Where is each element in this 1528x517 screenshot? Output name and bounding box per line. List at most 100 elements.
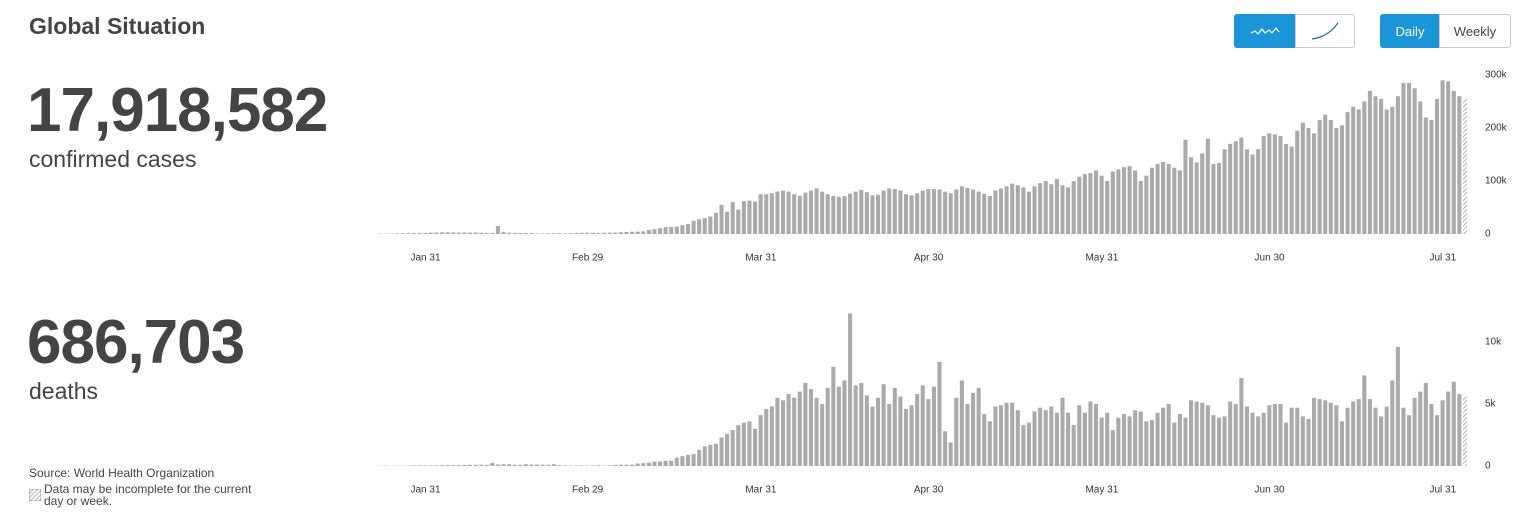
- bar: [1451, 90, 1456, 235]
- bar: [1256, 416, 1261, 466]
- bar: [1093, 404, 1099, 466]
- chart-style-cumulative[interactable]: [1295, 14, 1355, 48]
- bar: [1060, 185, 1065, 234]
- bar: [903, 408, 909, 466]
- bar: [853, 385, 858, 466]
- bar: [1311, 397, 1317, 466]
- x-tick-label: May 31: [1085, 485, 1118, 496]
- bar: [467, 464, 473, 466]
- bar: [523, 233, 528, 234]
- bar: [501, 232, 506, 234]
- bar: [1026, 422, 1031, 466]
- bar: [1138, 411, 1143, 466]
- bar: [993, 190, 998, 234]
- bar: [1362, 101, 1367, 234]
- bar: [903, 194, 909, 234]
- bar: [1395, 96, 1400, 234]
- bar: [451, 465, 456, 466]
- bar: [400, 233, 405, 234]
- bar: [1216, 162, 1222, 234]
- bar: [439, 465, 445, 466]
- bar: [842, 380, 847, 466]
- bar: [641, 231, 646, 234]
- bar: [691, 454, 696, 466]
- bar: [1289, 146, 1294, 234]
- chart-style-daily[interactable]: [1234, 14, 1296, 48]
- bar: [1351, 401, 1356, 466]
- bar: [562, 233, 568, 234]
- bar: [713, 443, 718, 466]
- bar: [596, 232, 601, 234]
- bar: [1462, 396, 1467, 466]
- bar: [814, 188, 819, 234]
- bar: [1110, 430, 1115, 466]
- bar: [1038, 407, 1043, 466]
- bar: [1239, 377, 1244, 466]
- bar: [1339, 421, 1345, 466]
- bar: [507, 464, 512, 466]
- bar: [1306, 418, 1311, 466]
- bar: [417, 232, 422, 234]
- bar: [870, 195, 875, 234]
- bar: [574, 465, 579, 466]
- bar: [1189, 400, 1194, 466]
- bar: [786, 191, 791, 234]
- bar: [462, 464, 467, 466]
- bar: [747, 200, 752, 234]
- bar: [423, 465, 428, 466]
- bar: [1222, 416, 1227, 466]
- bar: [702, 218, 707, 234]
- daily-button[interactable]: Daily: [1380, 14, 1440, 48]
- bar: [451, 232, 456, 234]
- bar: [730, 430, 735, 466]
- bar: [1105, 181, 1110, 234]
- bar: [1300, 416, 1305, 466]
- bar: [848, 193, 853, 234]
- bar: [943, 431, 948, 466]
- x-tick-label: May 31: [1085, 253, 1118, 264]
- bar: [1367, 399, 1372, 466]
- bar: [859, 190, 864, 234]
- bar: [1121, 167, 1127, 234]
- bar: [602, 232, 607, 234]
- bar: [820, 191, 825, 234]
- bar: [395, 233, 400, 234]
- bar: [1177, 413, 1182, 466]
- bar: [663, 227, 668, 234]
- bar: [1144, 175, 1149, 234]
- bar: [1451, 381, 1456, 466]
- bar: [797, 391, 802, 466]
- bar: [1407, 415, 1412, 466]
- bar: [971, 189, 976, 234]
- bar: [1362, 375, 1367, 466]
- x-tick-label: Jan 31: [410, 485, 440, 496]
- bar: [1434, 415, 1440, 466]
- bar: [1138, 181, 1143, 234]
- bar: [836, 196, 841, 234]
- weekly-button[interactable]: Weekly: [1439, 14, 1511, 48]
- bar: [1446, 391, 1451, 466]
- bar: [931, 188, 936, 234]
- x-tick-label: Jun 30: [1255, 485, 1285, 496]
- bar: [1133, 410, 1138, 466]
- bar: [1004, 186, 1009, 234]
- stat-value: 686,703: [27, 308, 245, 377]
- bar: [792, 397, 797, 466]
- bar: [1407, 82, 1412, 234]
- bar: [613, 465, 618, 466]
- bar: [1267, 133, 1272, 234]
- bar: [1088, 173, 1093, 234]
- bar: [1401, 407, 1406, 466]
- bar: [657, 461, 663, 466]
- bar: [965, 187, 970, 234]
- bar: [753, 201, 758, 234]
- bar: [1351, 106, 1356, 234]
- bar: [568, 233, 573, 234]
- bar: [1015, 410, 1020, 466]
- bar: [1077, 405, 1082, 466]
- bar: [546, 233, 551, 234]
- bar: [1367, 90, 1372, 235]
- bar: [484, 464, 489, 466]
- bar: [428, 465, 433, 466]
- bar: [590, 232, 595, 234]
